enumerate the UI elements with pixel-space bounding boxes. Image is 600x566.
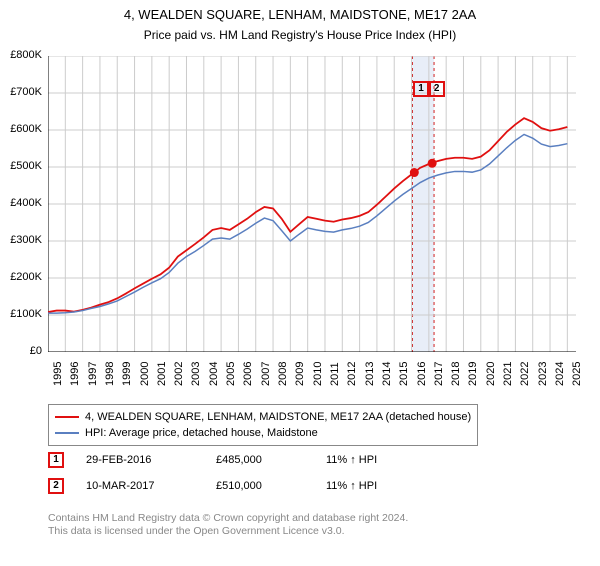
x-tick-label: 2019: [467, 362, 479, 386]
legend: 4, WEALDEN SQUARE, LENHAM, MAIDSTONE, ME…: [48, 404, 478, 446]
x-tick-label: 2011: [329, 362, 341, 386]
legend-swatch: [55, 432, 79, 434]
y-tick-label: £200K: [0, 271, 42, 283]
x-tick-label: 2004: [208, 362, 220, 386]
sale-row: 1 29-FEB-2016£485,00011% ↑ HPI: [48, 452, 446, 468]
x-tick-label: 1998: [104, 362, 116, 386]
sale-point-2: [428, 159, 437, 168]
title-text: 4, WEALDEN SQUARE, LENHAM, MAIDSTONE, ME…: [124, 7, 476, 22]
line-chart: [48, 56, 576, 352]
x-tick-label: 2006: [242, 362, 254, 386]
x-tick-label: 2014: [381, 362, 393, 386]
subtitle-text: Price paid vs. HM Land Registry's House …: [144, 28, 456, 42]
y-tick-label: £300K: [0, 234, 42, 246]
x-tick-label: 2023: [537, 362, 549, 386]
sale-price: £485,000: [216, 454, 326, 466]
x-tick-label: 2018: [450, 362, 462, 386]
sale-marker-icon: 1: [48, 452, 64, 468]
legend-swatch: [55, 416, 79, 418]
legend-item: HPI: Average price, detached house, Maid…: [55, 425, 471, 441]
chart-title: 4, WEALDEN SQUARE, LENHAM, MAIDSTONE, ME…: [0, 6, 600, 24]
sale-price: £510,000: [216, 480, 326, 492]
x-tick-label: 2021: [502, 362, 514, 386]
y-tick-label: £700K: [0, 86, 42, 98]
y-tick-label: £400K: [0, 197, 42, 209]
y-tick-label: £500K: [0, 160, 42, 172]
legend-label: 4, WEALDEN SQUARE, LENHAM, MAIDSTONE, ME…: [85, 409, 471, 425]
x-tick-label: 1997: [87, 362, 99, 386]
x-tick-label: 2005: [225, 362, 237, 386]
footer-line2: This data is licensed under the Open Gov…: [48, 525, 408, 538]
sale-row: 2 10-MAR-2017£510,00011% ↑ HPI: [48, 478, 446, 494]
x-tick-label: 2020: [485, 362, 497, 386]
legend-item: 4, WEALDEN SQUARE, LENHAM, MAIDSTONE, ME…: [55, 409, 471, 425]
callout-box-2: 2: [429, 81, 445, 97]
x-tick-label: 2025: [571, 362, 583, 386]
sale-delta: 11% ↑ HPI: [326, 454, 446, 466]
footer-attribution: Contains HM Land Registry data © Crown c…: [48, 512, 408, 538]
x-tick-label: 2007: [260, 362, 272, 386]
x-tick-label: 2017: [433, 362, 445, 386]
chart-frame: 4, WEALDEN SQUARE, LENHAM, MAIDSTONE, ME…: [0, 6, 600, 566]
x-tick-label: 2015: [398, 362, 410, 386]
x-tick-label: 2016: [416, 362, 428, 386]
chart-subtitle: Price paid vs. HM Land Registry's House …: [0, 26, 600, 44]
x-tick-label: 1999: [121, 362, 133, 386]
x-tick-label: 1995: [52, 362, 64, 386]
x-tick-label: 2000: [139, 362, 151, 386]
legend-label: HPI: Average price, detached house, Maid…: [85, 425, 318, 441]
x-tick-label: 2010: [312, 362, 324, 386]
y-tick-label: £0: [0, 345, 42, 357]
x-tick-label: 2001: [156, 362, 168, 386]
callout-box-1: 1: [413, 81, 429, 97]
footer-line1: Contains HM Land Registry data © Crown c…: [48, 512, 408, 525]
x-tick-label: 2003: [190, 362, 202, 386]
x-tick-label: 2008: [277, 362, 289, 386]
x-tick-label: 2012: [346, 362, 358, 386]
y-tick-label: £600K: [0, 123, 42, 135]
sale-date: 10-MAR-2017: [86, 480, 216, 492]
x-tick-label: 2022: [519, 362, 531, 386]
y-tick-label: £800K: [0, 49, 42, 61]
y-tick-label: £100K: [0, 308, 42, 320]
x-tick-label: 2002: [173, 362, 185, 386]
sale-delta: 11% ↑ HPI: [326, 480, 446, 492]
sale-marker-icon: 2: [48, 478, 64, 494]
x-tick-label: 2013: [364, 362, 376, 386]
x-tick-label: 2009: [294, 362, 306, 386]
sale-point-1: [410, 168, 419, 177]
x-tick-label: 2024: [554, 362, 566, 386]
x-tick-label: 1996: [69, 362, 81, 386]
sale-date: 29-FEB-2016: [86, 454, 216, 466]
